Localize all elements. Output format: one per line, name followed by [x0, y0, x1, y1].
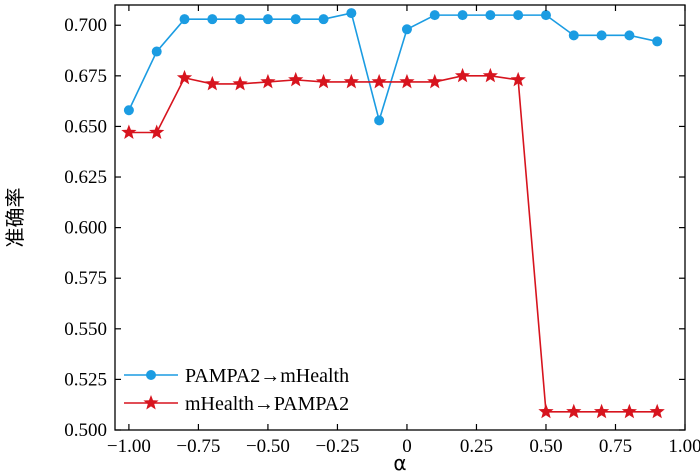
- y-tick-label: 0.575: [64, 268, 107, 289]
- data-point-1-5: [260, 73, 276, 89]
- data-point-1-8: [343, 73, 359, 89]
- data-point-1-19: [649, 403, 665, 419]
- data-point-1-16: [566, 403, 582, 419]
- x-tick-label: 1.00: [668, 436, 700, 457]
- x-tick-label: −0.25: [315, 436, 359, 457]
- data-point-0-5: [262, 14, 273, 25]
- data-point-0-0: [123, 105, 134, 116]
- y-tick-label: 0.525: [64, 369, 107, 390]
- data-point-1-6: [288, 71, 304, 87]
- y-tick-label: 0.700: [64, 15, 107, 36]
- data-point-1-10: [399, 73, 415, 89]
- y-axis-label: 准确率: [3, 188, 27, 248]
- ticks-layer: [115, 5, 686, 431]
- data-point-0-4: [235, 14, 246, 25]
- series-line-1: [128, 75, 658, 413]
- tick-labels-layer: −1.00 −0.75 −0.50 −0.25 0 0.25 0.50 0.75 1.00 0.5…: [64, 15, 700, 457]
- legend-label-pampa2-mhealth: PAMPA2→mHealth: [185, 365, 349, 387]
- data-point-1-12: [454, 67, 471, 83]
- data-point-0-15: [540, 10, 551, 21]
- y-tick-label: 0.550: [64, 319, 107, 340]
- x-tick-label: 0.25: [460, 436, 493, 457]
- x-tick-label: −0.50: [246, 436, 290, 457]
- data-point-1-18: [621, 403, 637, 419]
- data-point-1-0: [121, 124, 137, 139]
- y-tick-label: 0.600: [64, 218, 107, 239]
- y-tick-label: 0.500: [64, 420, 107, 441]
- data-point-0-7: [318, 14, 329, 25]
- y-tick-label: 0.675: [64, 66, 107, 87]
- data-point-1-11: [427, 73, 443, 89]
- series-line-0: [128, 12, 658, 124]
- y-tick-label: 0.650: [64, 116, 107, 137]
- data-point-0-19: [652, 36, 663, 47]
- data-point-1-15: [538, 403, 554, 419]
- data-point-0-13: [485, 10, 496, 21]
- data-point-0-11: [429, 10, 440, 21]
- data-point-1-3: [204, 75, 220, 91]
- data-point-0-12: [457, 10, 468, 21]
- data-point-1-4: [232, 75, 248, 91]
- data-point-1-14: [510, 71, 526, 87]
- data-point-0-3: [207, 14, 218, 25]
- data-point-1-13: [482, 67, 498, 83]
- x-tick-label: 0.75: [599, 436, 632, 457]
- data-point-0-1: [151, 46, 162, 57]
- data-point-0-9: [374, 115, 385, 126]
- data-point-0-18: [624, 30, 635, 41]
- data-point-0-14: [513, 10, 524, 21]
- x-tick-label: 0.50: [529, 436, 562, 457]
- legend: PAMPA2→mHealth mHealth→PAMPA2: [124, 365, 349, 415]
- data-point-0-10: [401, 24, 412, 35]
- x-tick-label: 0: [402, 436, 412, 457]
- legend-marker-shape-0: [146, 370, 156, 380]
- legend-marker-shape-1: [143, 395, 159, 410]
- legend-marker-mhealth-pampa2: [143, 395, 159, 410]
- x-tick-label: −0.75: [176, 436, 220, 457]
- legend-label-mhealth-pampa2: mHealth→PAMPA2: [185, 393, 349, 415]
- data-point-0-6: [290, 14, 301, 25]
- plot-frame: [114, 4, 686, 431]
- data-point-1-9: [371, 73, 387, 89]
- data-point-0-8: [346, 8, 357, 19]
- data-point-1-2: [176, 69, 193, 85]
- x-axis-label: α: [393, 451, 406, 475]
- data-point-0-17: [596, 30, 607, 41]
- y-tick-label: 0.625: [64, 167, 107, 188]
- data-point-0-16: [568, 30, 579, 41]
- data-point-1-7: [315, 73, 332, 89]
- data-point-1-1: [149, 124, 165, 139]
- series-layer: [121, 8, 665, 419]
- data-point-1-17: [593, 403, 610, 419]
- data-point-0-2: [179, 14, 190, 25]
- legend-marker-pampa2-mhealth: [146, 370, 156, 380]
- x-tick-label: −1.00: [107, 436, 151, 457]
